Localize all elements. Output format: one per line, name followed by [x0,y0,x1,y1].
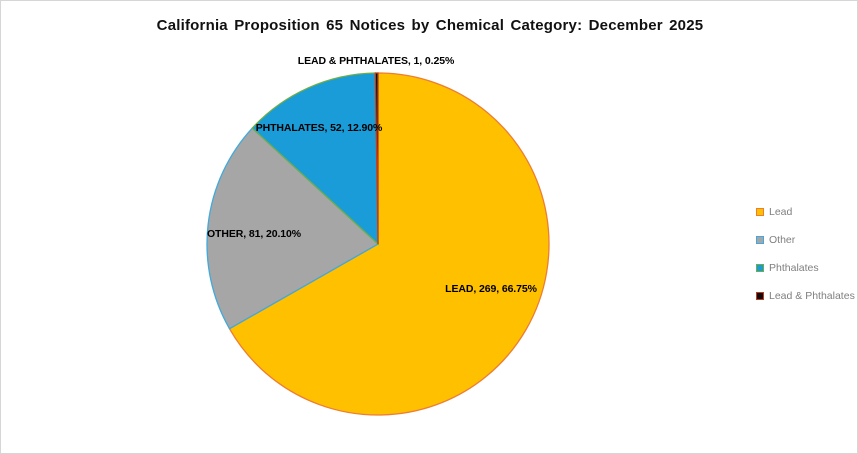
legend: Lead Other Phthalates Lead & Phthalates [756,198,855,310]
pie-slice-phthalates [251,72,379,246]
legend-item-label: Phthalates [769,262,819,274]
legend-marker-other [756,236,764,244]
legend-item-label: Other [769,234,796,246]
data-label-lead: LEAD, 269, 66.75% [445,283,537,295]
pie-slice-lead [228,72,550,416]
legend-item-other: Other [756,226,855,254]
legend-item-lead-phthalates: Lead & Phthalates [756,282,855,310]
pie-slice-other [206,127,380,330]
legend-marker-lead [756,208,764,216]
data-label-other: OTHER, 81, 20.10% [206,228,302,240]
legend-item-label: Lead [769,206,793,218]
data-label-lead-phthalates: LEAD & PHTHALATES, 1, 0.25% [297,55,455,67]
legend-item-lead: Lead [756,198,855,226]
legend-marker-phthalates [756,264,764,272]
data-label-phthalates: PHTHALATES, 52, 12.90% [255,122,383,134]
chart-title: California Proposition 65 Notices by Che… [156,17,704,34]
legend-marker-lead-phthalates [756,292,764,300]
pie-slice-lead-phthalates [374,72,379,245]
legend-item-phthalates: Phthalates [756,254,855,282]
legend-item-label: Lead & Phthalates [769,290,855,302]
